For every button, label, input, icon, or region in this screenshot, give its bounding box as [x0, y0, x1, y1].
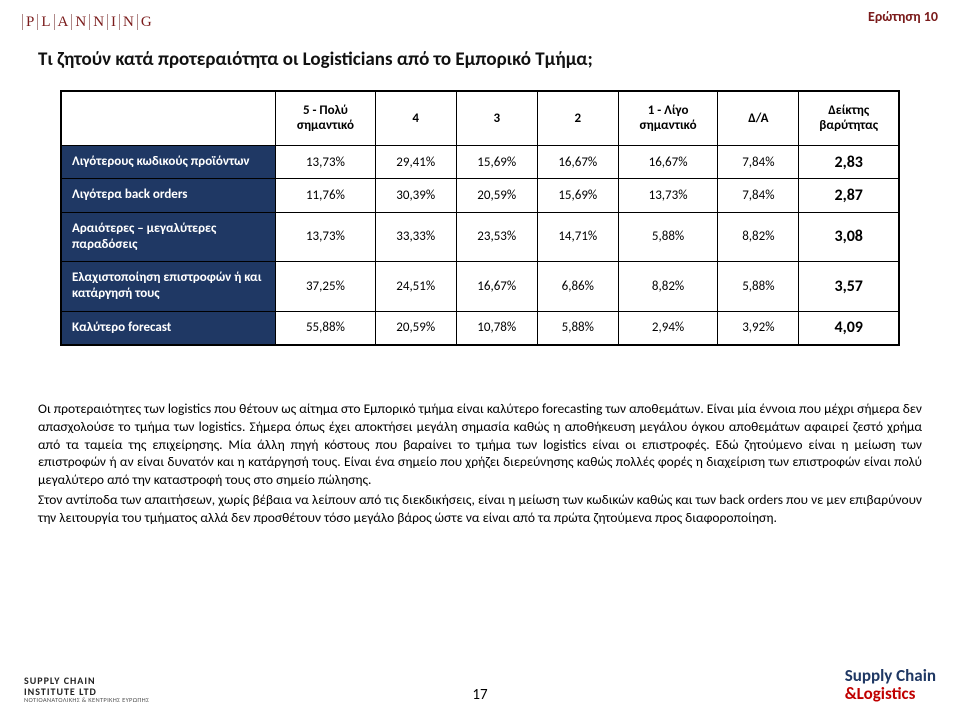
brand-logo: PLANNING — [22, 14, 155, 31]
page-number: 17 — [472, 686, 487, 704]
col-header — [62, 92, 276, 146]
cell: 7,84% — [718, 179, 799, 212]
row-label: Καλύτερο forecast — [62, 311, 276, 344]
footer-left-logo: SUPPLY CHAIN INSTITUTE LTD ΝΟΤΙΟΑΝΑΤΟΛΙΚ… — [24, 676, 149, 704]
cell: 20,59% — [375, 311, 456, 344]
cell: 13,73% — [618, 179, 718, 212]
cell: 2,94% — [618, 311, 718, 344]
row-label: Αραιότερες – μεγαλύτερες παραδόσεις — [62, 212, 276, 262]
cell: 37,25% — [276, 262, 376, 312]
footer-left-l3: ΝΟΤΙΟΑΝΑΤΟΛΙΚΗΣ & ΚΕΝΤΡΙΚΗΣ ΕΥΡΩΠΗΣ — [24, 697, 149, 704]
cell: 5,88% — [537, 311, 618, 344]
row-label: Λιγότερα back orders — [62, 179, 276, 212]
col-header: 4 — [375, 92, 456, 146]
col-header: 3 — [456, 92, 537, 146]
cell: 7,84% — [718, 146, 799, 179]
col-header: 1 - Λίγο σημαντικό — [618, 92, 718, 146]
index-cell: 2,83 — [799, 146, 899, 179]
cell: 23,53% — [456, 212, 537, 262]
paragraph-2: Στον αντίποδα των απαιτήσεων, χωρίς βέβα… — [38, 491, 922, 527]
cell: 3,92% — [718, 311, 799, 344]
cell: 5,88% — [618, 212, 718, 262]
cell: 11,76% — [276, 179, 376, 212]
cell: 8,82% — [618, 262, 718, 312]
cell: 8,82% — [718, 212, 799, 262]
body-text: Οι προτεραιότητες των logistics που θέτο… — [38, 400, 922, 529]
index-cell: 3,57 — [799, 262, 899, 312]
row-label: Λιγότερους κωδικούς προϊόντων — [62, 146, 276, 179]
cell: 16,67% — [537, 146, 618, 179]
cell: 55,88% — [276, 311, 376, 344]
cell: 5,88% — [718, 262, 799, 312]
index-cell: 3,08 — [799, 212, 899, 262]
page-title: Τι ζητούν κατά προτεραιότητα οι Logistic… — [38, 48, 593, 71]
cell: 30,39% — [375, 179, 456, 212]
col-header: 5 - Πολύ σημαντικό — [276, 92, 376, 146]
footer-right-l2: &Logistics — [845, 685, 936, 704]
cell: 16,67% — [456, 262, 537, 312]
cell: 10,78% — [456, 311, 537, 344]
paragraph-1: Οι προτεραιότητες των logistics που θέτο… — [38, 400, 922, 489]
cell: 24,51% — [375, 262, 456, 312]
col-header: Δ/Α — [718, 92, 799, 146]
col-header: 2 — [537, 92, 618, 146]
col-header: Δείκτης βαρύτητας — [799, 92, 899, 146]
footer-right-logo: Supply Chain &Logistics — [845, 667, 936, 704]
cell: 16,67% — [618, 146, 718, 179]
cell: 13,73% — [276, 146, 376, 179]
cell: 13,73% — [276, 212, 376, 262]
question-tag: Ερώτηση 10 — [868, 8, 938, 25]
index-cell: 4,09 — [799, 311, 899, 344]
cell: 15,69% — [456, 146, 537, 179]
cell: 6,86% — [537, 262, 618, 312]
cell: 15,69% — [537, 179, 618, 212]
data-table: 5 - Πολύ σημαντικό4321 - Λίγο σημαντικόΔ… — [60, 90, 900, 346]
row-label: Ελαχιστοποίηση επιστροφών ή και κατάργησ… — [62, 262, 276, 312]
cell: 29,41% — [375, 146, 456, 179]
cell: 33,33% — [375, 212, 456, 262]
cell: 20,59% — [456, 179, 537, 212]
index-cell: 2,87 — [799, 179, 899, 212]
cell: 14,71% — [537, 212, 618, 262]
